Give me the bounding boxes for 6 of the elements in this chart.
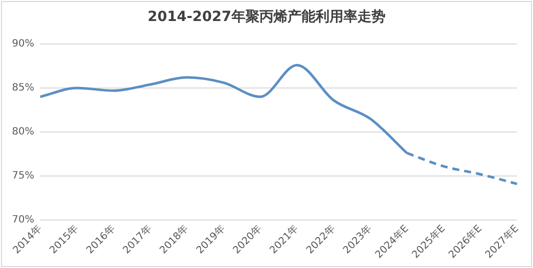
y-tick-label: 90% [12,38,34,50]
y-tick-label: 80% [12,126,34,138]
y-tick-label: 85% [12,82,34,94]
y-tick-label: 70% [12,214,34,226]
y-tick-label: 75% [12,170,34,182]
chart-title: 2014-2027年聚丙烯产能利用率走势 [146,8,386,26]
